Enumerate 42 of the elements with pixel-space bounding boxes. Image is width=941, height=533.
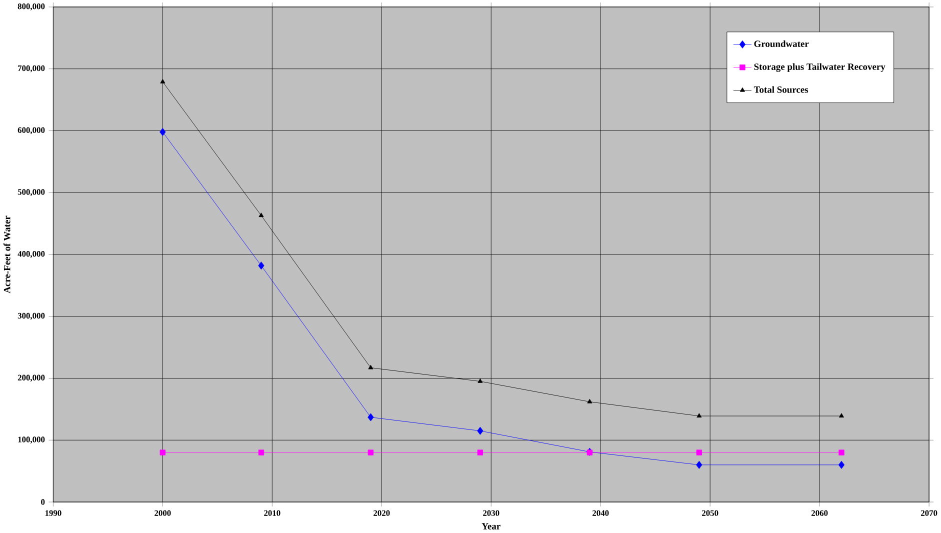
point <box>258 450 264 456</box>
point <box>477 450 484 456</box>
point <box>838 460 845 469</box>
x-tick-label: 2010 <box>264 510 280 516</box>
point <box>258 262 264 270</box>
point <box>477 426 484 435</box>
x-tick-label: 1990 <box>45 510 62 516</box>
x-tick-label: 2070 <box>920 510 938 516</box>
point <box>368 450 374 456</box>
y-tick-label: 300,000 <box>18 312 45 320</box>
y-tick-label: 700,000 <box>18 65 45 72</box>
point <box>696 460 702 469</box>
y-tick-label: 200,000 <box>18 374 45 382</box>
x-tick-label: 2020 <box>374 510 390 516</box>
y-tick-label: 600,000 <box>18 127 45 134</box>
legend-label: Storage plus Tailwater Recovery <box>754 63 886 72</box>
x-axis-title: Year <box>482 523 500 530</box>
point <box>160 128 166 136</box>
legend-label: Total Sources <box>754 86 808 93</box>
point <box>696 413 702 418</box>
x-tick-label: 2000 <box>154 510 171 516</box>
x-tick-label: 2050 <box>702 510 718 516</box>
y-tick-label: 500,000 <box>18 189 45 196</box>
point <box>160 79 166 84</box>
point <box>838 450 844 456</box>
y-tick-label: 800,000 <box>18 4 45 10</box>
y-tick-label: 0 <box>41 499 45 505</box>
point <box>696 450 702 456</box>
point <box>368 413 374 422</box>
point <box>838 413 844 418</box>
x-tick-label: 2040 <box>592 510 609 516</box>
y-tick-label: 400,000 <box>18 251 45 258</box>
x-tick-label: 2060 <box>811 510 828 516</box>
point <box>478 378 483 383</box>
point <box>368 364 374 370</box>
legend-label: Groundwater <box>754 40 809 48</box>
y-axis-title: Acre-Feet of Water <box>4 216 10 294</box>
y-tick-label: 100,000 <box>18 436 45 444</box>
point <box>160 450 166 456</box>
point <box>587 398 592 404</box>
point <box>258 212 264 218</box>
x-tick-label: 2030 <box>483 510 500 516</box>
